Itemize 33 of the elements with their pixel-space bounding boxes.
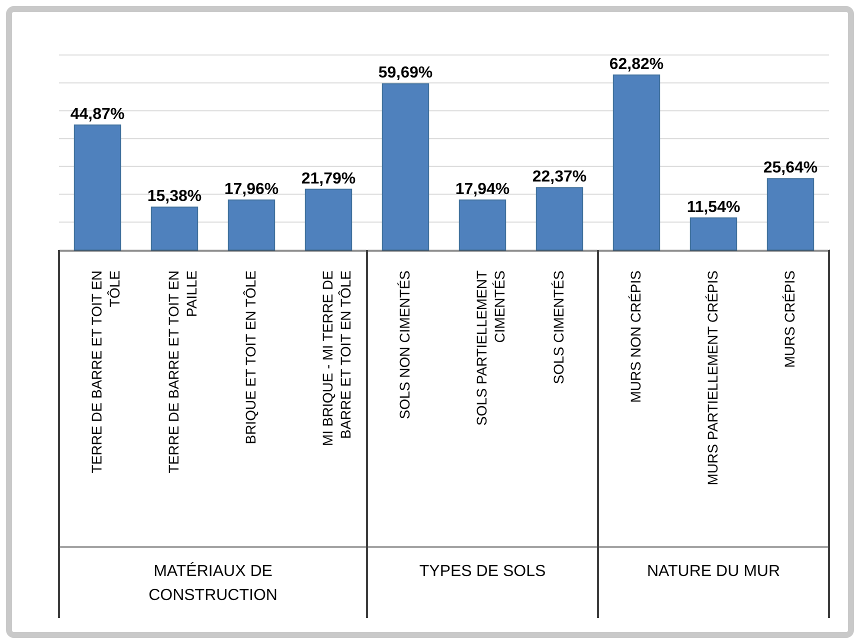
bar [458,200,506,250]
x-tick-label: MURS CRÉPIS [782,270,798,368]
data-label: 17,96% [224,180,279,198]
text: TYPES DE SOLS [419,563,546,580]
data-label: 59,69% [378,64,433,82]
bar [228,199,276,250]
data-label: 21,79% [301,170,356,188]
x-tick-label: MURS NON CRÉPIS [628,270,644,403]
text: MATÉRIAUX DE CONSTRUCTION [148,562,278,604]
bar [304,188,352,250]
x-tick-label: TERRE DE BARRE ET TOIT EN TÔLE [88,270,122,474]
x-tick-label: BRIQUE ET TOIT EN TÔLE [242,270,258,444]
x-tick-label: MURS PARTIELLEMENT CRÉPIS [704,270,720,486]
x-tick-label: SOLS NON CIMENTÉS [396,270,412,420]
data-label: 22,37% [532,168,587,186]
bar [74,124,122,250]
bar [150,206,198,250]
data-label: 25,64% [763,160,818,177]
x-tick-label: SOLS PARTIELLEMENT CIMENTÉS [474,270,508,426]
bar [382,83,430,250]
bar [690,217,738,250]
data-label: 62,82% [609,56,664,73]
x-tick-label: SOLS CIMENTÉS [550,270,566,384]
text: NATURE DU MUR [646,563,780,580]
bar [766,178,814,250]
data-label: 15,38% [147,188,202,206]
data-label: 44,87% [70,106,125,124]
x-tick-label: MI BRIQUE - MI TERRE DE BARRE ET TOIT EN TÔLE [320,270,354,446]
bar [612,74,660,250]
data-label: 17,94% [455,181,510,198]
data-label: 11,54% [686,198,740,216]
x-tick-label: TERRE DE BARRE ET TOIT EN PAILLE [166,270,200,474]
bar [536,187,584,250]
